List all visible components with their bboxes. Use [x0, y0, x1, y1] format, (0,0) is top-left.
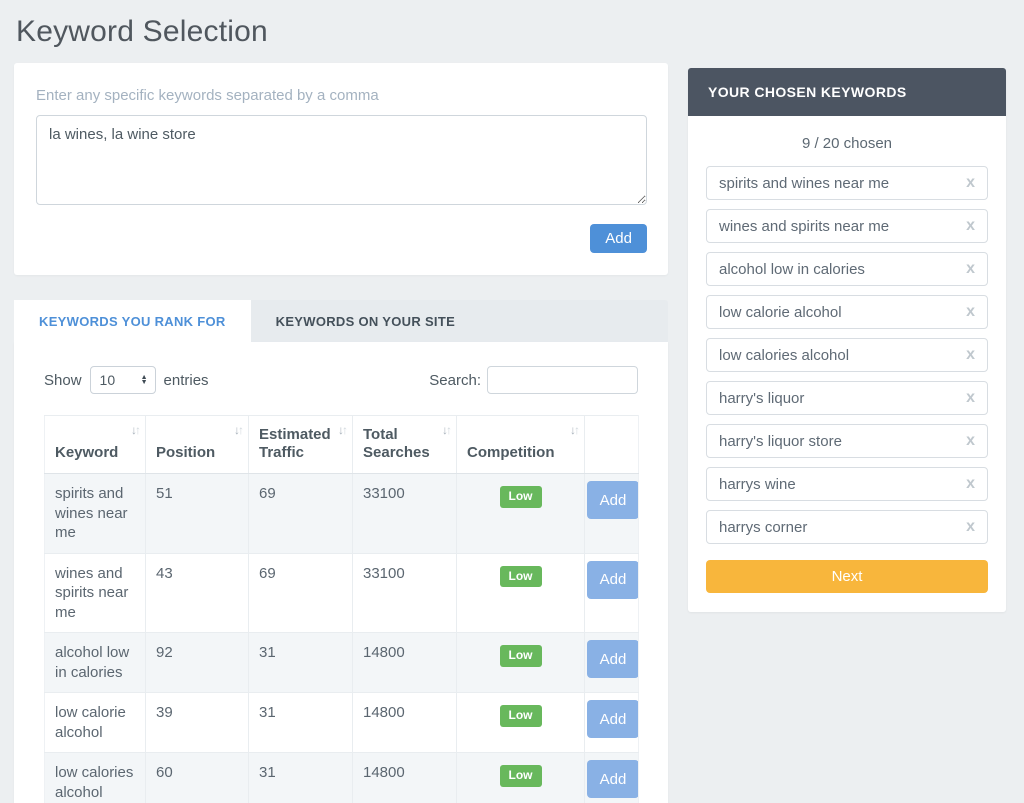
chosen-keyword-item: spirits and wines near me x	[706, 166, 988, 200]
cell-total-searches: 14800	[352, 692, 457, 753]
column-header-competition[interactable]: ↓↑ Competition	[456, 415, 585, 474]
remove-keyword-icon[interactable]: x	[966, 475, 975, 492]
cell-keyword: alcohol low in calories	[44, 632, 146, 693]
cell-estimated-traffic: 69	[248, 553, 353, 633]
row-add-button[interactable]: Add	[587, 560, 639, 599]
chosen-keyword-item: harry's liquor x	[706, 381, 988, 415]
column-header-position[interactable]: ↓↑ Position	[145, 415, 249, 474]
row-add-button[interactable]: Add	[587, 700, 639, 738]
sort-icon: ↓↑	[234, 423, 244, 437]
chosen-keyword-item: low calories alcohol x	[706, 338, 988, 372]
tab-keywords-you-rank-for[interactable]: KEYWORDS YOU RANK FOR	[14, 300, 251, 342]
keywords-table: ↓↑ Keyword ↓↑ Position ↓↑ Estimated Traffic…	[44, 415, 639, 803]
next-button[interactable]: Next	[706, 560, 988, 593]
table-row: alcohol low in calories 92 31 14800 Low …	[44, 632, 639, 693]
page-title: Keyword Selection	[16, 15, 268, 48]
cell-position: 60	[145, 752, 249, 803]
cell-estimated-traffic: 69	[248, 473, 353, 554]
add-keywords-button[interactable]: Add	[590, 224, 647, 253]
row-add-button[interactable]: Add	[587, 760, 639, 798]
sort-icon: ↓↑	[442, 423, 452, 437]
sidebar-header: YOUR CHOSEN KEYWORDS	[688, 68, 1006, 116]
chosen-keyword-label: harry's liquor store	[719, 432, 842, 450]
chosen-keyword-item: harry's liquor store x	[706, 424, 988, 458]
chosen-keyword-item: wines and spirits near me x	[706, 209, 988, 243]
cell-position: 43	[145, 553, 249, 633]
table-row: wines and spirits near me 43 69 33100 Lo…	[44, 553, 639, 633]
cell-keyword: spirits and wines near me	[44, 473, 146, 554]
sort-icon: ↓↑	[570, 423, 580, 437]
search-control: Search:	[429, 366, 638, 394]
table-header-row: ↓↑ Keyword ↓↑ Position ↓↑ Estimated Traffic…	[44, 415, 639, 474]
remove-keyword-icon[interactable]: x	[966, 518, 975, 535]
cell-keyword: low calories alcohol	[44, 752, 146, 803]
remove-keyword-icon[interactable]: x	[966, 260, 975, 277]
cell-estimated-traffic: 31	[248, 692, 353, 753]
column-header-total-searches[interactable]: ↓↑ Total Searches	[352, 415, 457, 474]
cell-estimated-traffic: 31	[248, 752, 353, 803]
main-column: Enter any specific keywords separated by…	[14, 63, 668, 803]
chosen-keyword-label: harrys wine	[719, 475, 796, 493]
chosen-keyword-item: harrys wine x	[706, 467, 988, 501]
cell-total-searches: 33100	[352, 553, 457, 633]
competition-badge: Low	[499, 765, 542, 787]
search-input[interactable]	[487, 366, 638, 394]
remove-keyword-icon[interactable]: x	[966, 389, 975, 406]
keywords-table-card: Show 10 ▲ ▼ entries Search:	[14, 342, 668, 803]
tab-strip: KEYWORDS YOU RANK FOR KEYWORDS ON YOUR S…	[14, 300, 668, 342]
keyword-entry-textarea[interactable]: la wines, la wine store	[36, 115, 647, 205]
competition-badge: Low	[499, 565, 542, 588]
table-row: low calorie alcohol 39 31 14800 Low Add	[44, 692, 639, 753]
chosen-keywords-sidebar: YOUR CHOSEN KEYWORDS 9 / 20 chosen spiri…	[688, 68, 1006, 612]
column-header-keyword[interactable]: ↓↑ Keyword	[44, 415, 146, 474]
chosen-keyword-label: alcohol low in calories	[719, 260, 865, 278]
remove-keyword-icon[interactable]: x	[966, 217, 975, 234]
cell-position: 51	[145, 473, 249, 554]
remove-keyword-icon[interactable]: x	[966, 174, 975, 191]
column-header-estimated-traffic[interactable]: ↓↑ Estimated Traffic	[248, 415, 353, 474]
select-arrows-icon: ▲ ▼	[140, 374, 148, 386]
column-header-action	[584, 415, 639, 474]
sort-icon: ↓↑	[131, 423, 141, 437]
chosen-keyword-label: wines and spirits near me	[719, 217, 890, 235]
page-size-value: 10	[99, 372, 116, 388]
chosen-count: 9 / 20 chosen	[801, 135, 893, 152]
sort-icon: ↓↑	[338, 423, 348, 437]
remove-keyword-icon[interactable]: x	[966, 432, 975, 449]
competition-badge: Low	[499, 705, 542, 727]
tab-keywords-on-your-site[interactable]: KEYWORDS ON YOUR SITE	[275, 313, 456, 329]
cell-total-searches: 14800	[352, 752, 457, 803]
cell-total-searches: 33100	[352, 473, 457, 554]
chosen-keyword-item: low calorie alcohol x	[706, 295, 988, 329]
keyword-entry-label: Enter any specific keywords separated by…	[36, 87, 379, 104]
page-size-select[interactable]: 10 ▲ ▼	[89, 366, 156, 394]
chosen-keyword-label: spirits and wines near me	[719, 174, 890, 192]
competition-badge: Low	[499, 645, 542, 667]
cell-keyword: wines and spirits near me	[44, 553, 146, 633]
entries-label: entries	[163, 371, 209, 389]
chosen-keyword-label: low calories alcohol	[719, 346, 850, 364]
cell-keyword: low calorie alcohol	[44, 692, 146, 753]
chosen-keyword-label: harrys corner	[719, 518, 808, 536]
chosen-keyword-label: harry's liquor	[719, 389, 805, 407]
row-add-button[interactable]: Add	[587, 481, 639, 519]
row-add-button[interactable]: Add	[587, 640, 639, 678]
remove-keyword-icon[interactable]: x	[966, 303, 975, 320]
chosen-keyword-item: alcohol low in calories x	[706, 252, 988, 286]
cell-estimated-traffic: 31	[248, 632, 353, 693]
show-label: Show	[44, 371, 82, 389]
chosen-keyword-label: low calorie alcohol	[719, 303, 842, 321]
table-row: spirits and wines near me 51 69 33100 Lo…	[44, 473, 639, 554]
page-size-control: Show 10 ▲ ▼ entries	[44, 366, 209, 394]
table-row: low calories alcohol 60 31 14800 Low Add	[44, 752, 639, 803]
cell-total-searches: 14800	[352, 632, 457, 693]
remove-keyword-icon[interactable]: x	[966, 346, 975, 363]
competition-badge: Low	[499, 486, 542, 508]
search-label: Search:	[429, 371, 481, 389]
cell-position: 92	[145, 632, 249, 693]
cell-position: 39	[145, 692, 249, 753]
chosen-keyword-item: harrys corner x	[706, 510, 988, 544]
keyword-entry-card: Enter any specific keywords separated by…	[14, 63, 668, 275]
